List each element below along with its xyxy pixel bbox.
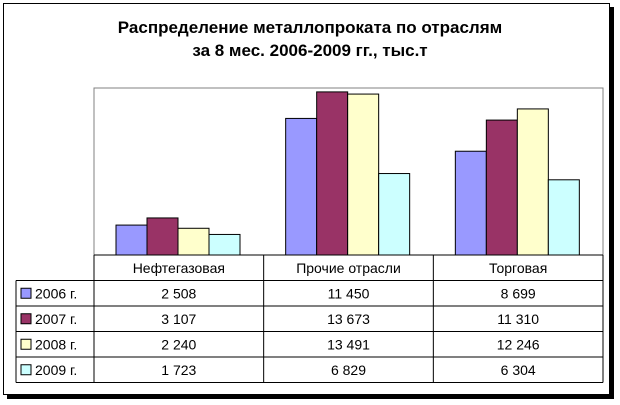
- data-label-1-2: 11 450: [328, 285, 370, 301]
- bar-2-3: [347, 93, 380, 256]
- bar-3-3: [516, 108, 549, 256]
- chart-title-line-2: за 8 мес. 2006-2009 гг., тыс.т: [192, 41, 428, 60]
- data-label-4-1: 1 723: [161, 362, 196, 378]
- data-label-4-3: 6 304: [501, 362, 536, 378]
- data-label-2-3: 11 310: [497, 311, 539, 327]
- bar-2-1: [285, 117, 318, 256]
- legend-key-1: [20, 287, 32, 299]
- legend-key-4: [20, 364, 32, 376]
- category-label-2: Прочие отрасли: [296, 260, 401, 276]
- data-label-3-2: 13 491: [327, 336, 370, 352]
- legend-key-3: [20, 338, 32, 350]
- chart-title-line-1: Распределение металлопроката по отраслям: [117, 18, 503, 37]
- data-label-2-1: 3 107: [161, 311, 196, 327]
- legend-key-2: [20, 313, 32, 325]
- series-name-3: 2008 г.: [35, 336, 77, 352]
- data-label-3-1: 2 240: [161, 336, 196, 352]
- bar-1-1: [115, 224, 148, 256]
- data-label-1-1: 2 508: [161, 285, 196, 301]
- chart-title: Распределение металлопроката по отраслям…: [0, 16, 620, 62]
- series-name-4: 2009 г.: [35, 362, 77, 378]
- bar-2-4: [378, 173, 411, 256]
- bar-3-4: [547, 179, 580, 256]
- data-label-3-3: 12 246: [497, 336, 540, 352]
- data-label-1-3: 8 699: [501, 285, 536, 301]
- bar-3-1: [454, 150, 487, 256]
- category-label-1: Нефтегазовая: [133, 260, 225, 276]
- bar-1-3: [177, 227, 210, 256]
- data-label-4-2: 6 829: [331, 362, 366, 378]
- data-label-2-2: 13 673: [327, 311, 370, 327]
- series-name-1: 2006 г.: [35, 285, 77, 301]
- series-name-2: 2007 г.: [35, 311, 77, 327]
- category-label-3: Торговая: [489, 260, 547, 276]
- bar-3-2: [485, 119, 518, 256]
- bar-2-2: [316, 91, 349, 256]
- bar-1-4: [208, 233, 241, 256]
- bar-1-2: [146, 217, 179, 256]
